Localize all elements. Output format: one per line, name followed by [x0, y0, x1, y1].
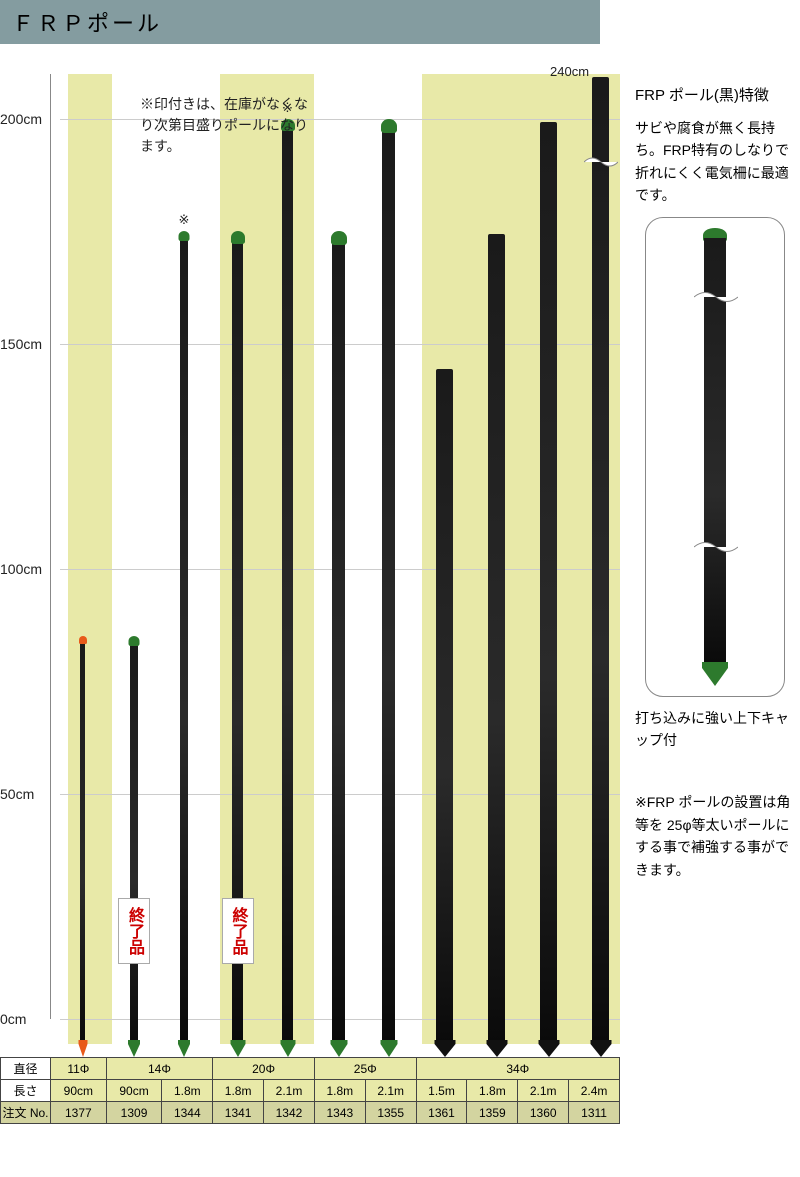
pole-6 [382, 122, 395, 1045]
pole-8 [488, 234, 505, 1044]
detail-cap-bottom-icon [700, 662, 730, 688]
detail-illustration [645, 217, 785, 697]
pole-body [540, 122, 557, 1045]
order-cell: 1377 [51, 1102, 107, 1124]
page-title: ＦＲＰポール [0, 0, 600, 44]
cap-bottom-icon [485, 1040, 508, 1058]
length-cell: 2.1m [365, 1080, 416, 1102]
pole-9 [540, 122, 557, 1045]
length-cell: 1.8m [467, 1080, 518, 1102]
stock-note: ※印付きは、在庫がなくなり次第目盛りポールになります。 [140, 94, 320, 157]
pole-body [592, 77, 609, 1045]
break-mark-icon [584, 154, 618, 170]
y-axis-label: 150cm [0, 336, 42, 352]
cap-top-icon [381, 119, 397, 133]
length-cell: 90cm [51, 1080, 107, 1102]
order-cell: 1341 [213, 1102, 264, 1124]
pole-3: 終了品 [232, 234, 243, 1044]
end-of-sale-tag: 終了品 [222, 898, 254, 964]
pole-10 [592, 77, 609, 1045]
order-cell: 1361 [416, 1102, 467, 1124]
order-cell: 1343 [314, 1102, 365, 1124]
row-header-diameter: 直径 [1, 1058, 51, 1080]
cap-top-icon [231, 231, 245, 244]
cap-bottom-icon [433, 1040, 456, 1058]
cap-top-icon [79, 636, 87, 644]
row-header-length: 長さ [1, 1080, 51, 1102]
cap-bottom-icon [589, 1040, 612, 1058]
diameter-cell: 11Φ [51, 1058, 107, 1080]
cap-bottom-icon [77, 1040, 88, 1058]
order-cell: 1355 [365, 1102, 416, 1124]
cap-bottom-icon [537, 1040, 560, 1058]
chart-area: 終了品※終了品※ ※印付きは、在庫がなくなり次第目盛りポールになります。 直径1… [0, 44, 630, 1124]
order-cell: 1309 [106, 1102, 162, 1124]
star-mark: ※ [179, 212, 190, 228]
pole-body [436, 369, 453, 1044]
length-cell: 1.5m [416, 1080, 467, 1102]
diameter-cell: 34Φ [416, 1058, 619, 1080]
diameter-cell: 14Φ [106, 1058, 213, 1080]
cap-bottom-icon [127, 1040, 141, 1058]
order-cell: 1359 [467, 1102, 518, 1124]
cap-bottom-icon [177, 1040, 191, 1058]
length-cell: 2.4m [569, 1080, 620, 1102]
pole-5 [332, 234, 345, 1044]
cap-bottom-icon [329, 1040, 348, 1058]
pole-7 [436, 369, 453, 1044]
pole-0 [80, 639, 85, 1044]
highlight-band [68, 74, 112, 1044]
side-description: サビや腐食が無く長持ち。FRP特有のしなりで折れにくく電気柵に最適です。 [635, 117, 795, 207]
pole-body [488, 234, 505, 1044]
y-axis-label: 200cm [0, 111, 42, 127]
length-cell: 90cm [106, 1080, 162, 1102]
side-panel: FRP ポール(黒)特徴 サビや腐食が無く長持ち。FRP特有のしなりで折れにくく… [630, 44, 800, 1124]
length-cell: 2.1m [518, 1080, 569, 1102]
end-of-sale-tag: 終了品 [118, 898, 150, 964]
cap-bottom-icon [279, 1040, 296, 1058]
y-axis-label: 100cm [0, 561, 42, 577]
cap-top-icon [179, 231, 190, 241]
break-mark-icon [694, 288, 738, 306]
order-cell: 1344 [162, 1102, 213, 1124]
pole-body [80, 639, 85, 1044]
order-cell: 1360 [518, 1102, 569, 1124]
length-cell: 2.1m [264, 1080, 315, 1102]
chart-plot: 終了品 ※ 終了品 ※ [60, 74, 620, 1044]
cap-top-icon [331, 231, 347, 245]
y-axis-label: 50cm [0, 786, 34, 802]
top-length-label: 240cm [550, 64, 589, 79]
pole-4: ※ [282, 122, 293, 1045]
pole-body [382, 122, 395, 1045]
install-note: ※FRP ポールの設置は角等を 25φ等太いポールにする事で補強する事ができます… [635, 791, 795, 881]
pole-1: 終了品 [130, 639, 138, 1044]
pole-body [180, 234, 188, 1044]
order-cell: 1311 [569, 1102, 620, 1124]
length-cell: 1.8m [314, 1080, 365, 1102]
break-mark-icon [694, 538, 738, 556]
diameter-cell: 20Φ [213, 1058, 315, 1080]
y-axis-label: 0cm [0, 1011, 26, 1027]
detail-caption: 打ち込みに強い上下キャップ付 [635, 707, 795, 752]
spec-table: 直径11Φ14Φ20Φ25Φ34Φ長さ90cm90cm1.8m1.8m2.1m1… [0, 1057, 620, 1124]
pole-body [130, 639, 138, 1044]
cap-bottom-icon [229, 1040, 246, 1058]
pole-2: ※ [180, 234, 188, 1044]
cap-bottom-icon [379, 1040, 398, 1058]
cap-top-icon [129, 636, 140, 646]
diameter-cell: 25Φ [314, 1058, 416, 1080]
main-layout: 終了品※終了品※ ※印付きは、在庫がなくなり次第目盛りポールになります。 直径1… [0, 44, 800, 1124]
pole-body [282, 122, 293, 1045]
pole-body [332, 234, 345, 1044]
side-heading: FRP ポール(黒)特徴 [635, 84, 795, 105]
row-header-order: 注文 No. [1, 1102, 51, 1124]
length-cell: 1.8m [213, 1080, 264, 1102]
order-cell: 1342 [264, 1102, 315, 1124]
y-axis-line [50, 74, 51, 1019]
length-cell: 1.8m [162, 1080, 213, 1102]
